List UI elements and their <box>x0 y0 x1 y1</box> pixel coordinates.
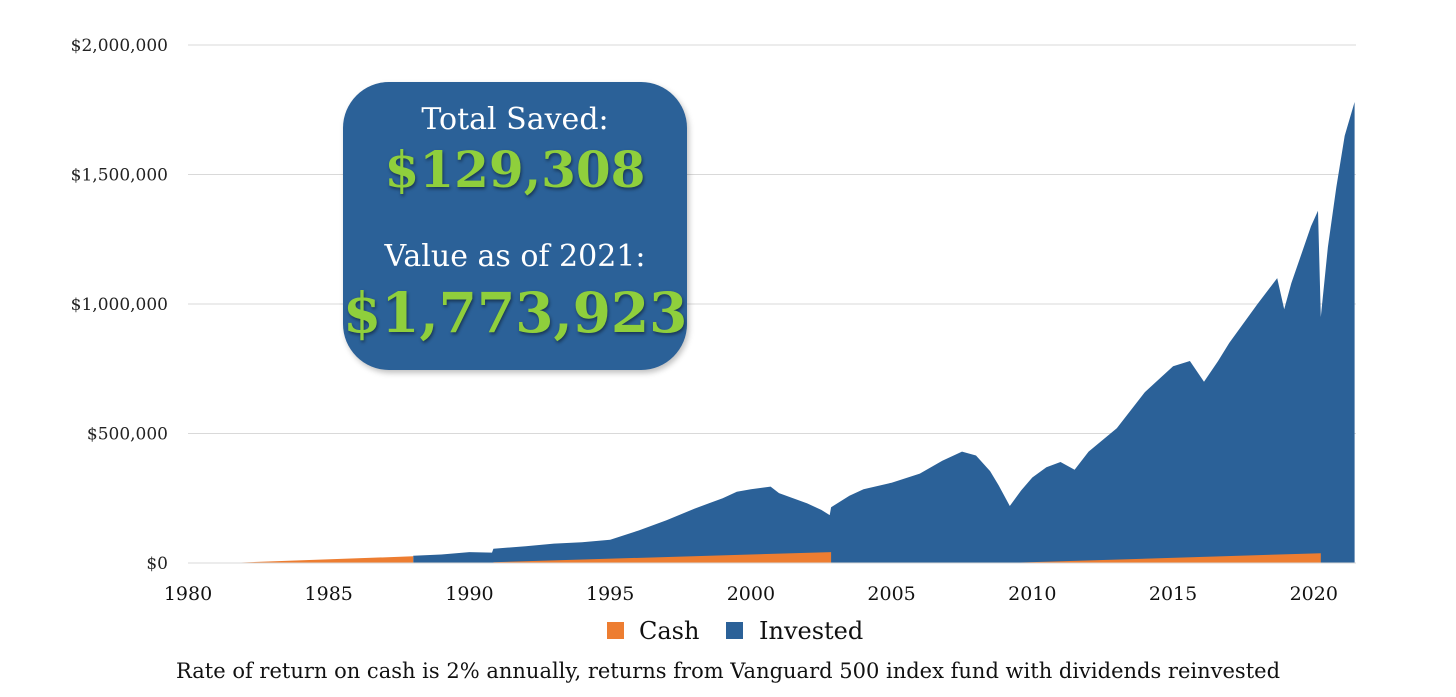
x-tick-label: 2015 <box>1149 583 1197 605</box>
x-axis-ticks: 1980 1985 1990 1995 2000 2005 2010 2015 2020 <box>164 583 1338 605</box>
x-tick-label: 2005 <box>867 583 915 605</box>
value-2021-label: Value as of 2021: <box>384 239 646 274</box>
y-tick-label: $0 <box>146 554 168 574</box>
x-tick-label: 1990 <box>445 583 493 605</box>
legend-swatch-cash <box>607 622 624 639</box>
y-tick-label: $1,000,000 <box>71 295 168 315</box>
y-tick-label: $500,000 <box>87 425 168 445</box>
value-2021-value: $1,773,923 <box>343 280 688 345</box>
area-cash <box>227 552 1321 563</box>
summary-callout: Total Saved: $129,308 Value as of 2021: … <box>343 82 687 370</box>
x-tick-label: 1995 <box>586 583 634 605</box>
y-tick-label: $1,500,000 <box>71 166 168 186</box>
y-tick-label: $2,000,000 <box>71 36 168 56</box>
legend: Cash Invested <box>607 617 863 645</box>
legend-swatch-invested <box>726 622 743 639</box>
x-tick-label: 1985 <box>305 583 353 605</box>
legend-label-invested: Invested <box>759 617 863 645</box>
x-tick-label: 2010 <box>1008 583 1056 605</box>
x-tick-label: 2000 <box>727 583 775 605</box>
x-tick-label: 1980 <box>164 583 212 605</box>
footnote: Rate of return on cash is 2% annually, r… <box>176 659 1280 683</box>
x-tick-label: 2020 <box>1290 583 1338 605</box>
total-saved-value: $129,308 <box>384 140 646 199</box>
area-invested <box>413 102 1355 563</box>
legend-label-cash: Cash <box>639 617 699 645</box>
y-axis-ticks: $0 $500,000 $1,000,000 $1,500,000 $2,000,000 <box>71 36 168 574</box>
total-saved-label: Total Saved: <box>421 102 609 137</box>
plot-areas <box>227 102 1355 563</box>
